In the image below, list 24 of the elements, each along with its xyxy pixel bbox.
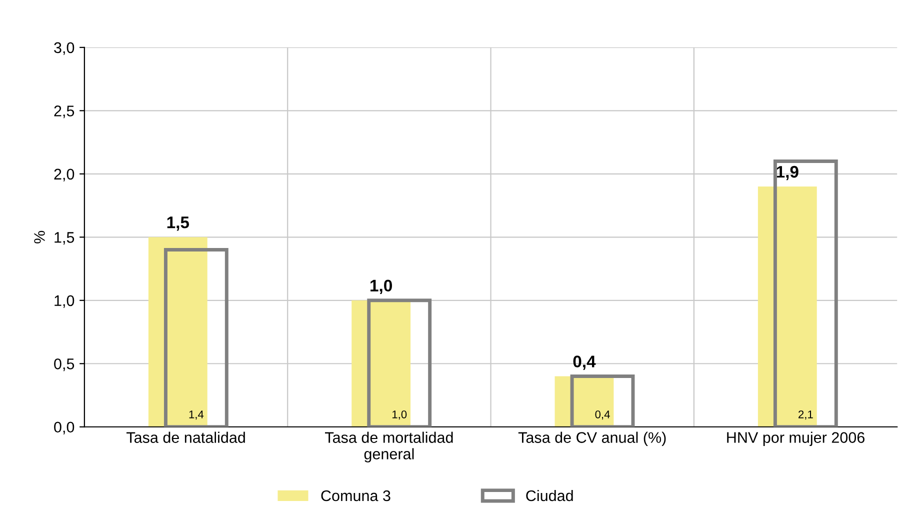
data-label: 1,0: [392, 410, 407, 420]
y-tick-label: 0,5: [54, 358, 74, 372]
y-tick-label: 3,0: [54, 42, 74, 55]
data-label: 1,9: [776, 166, 798, 180]
data-label: 0,4: [595, 410, 610, 420]
data-label: 0,4: [573, 356, 596, 370]
y-tick-label: 2,5: [54, 106, 74, 118]
y-tick-label: 2,0: [54, 168, 74, 182]
y-tick-label: 1,0: [54, 295, 74, 308]
legend-label: Comuna 3: [321, 490, 390, 502]
legend-label: Ciudad: [526, 490, 573, 502]
y-tick-label: 0,0: [54, 422, 74, 434]
data-label: 1,5: [167, 216, 190, 231]
x-tick-label: HNV por mujer 2006: [727, 432, 864, 446]
bar: [148, 237, 208, 427]
x-tick-label: Tasa de CV anual (%): [518, 432, 666, 446]
x-tick-label: Tasa de natalidad: [126, 432, 245, 443]
data-label: 1,0: [370, 280, 392, 294]
data-label: 1,4: [189, 410, 204, 420]
y-axis-title: %: [34, 230, 45, 244]
data-label: 2,1: [798, 410, 813, 420]
bar: [758, 186, 817, 427]
y-tick-label: 1,5: [54, 232, 74, 245]
x-tick-label: Tasa de mortalidad general: [325, 432, 453, 462]
